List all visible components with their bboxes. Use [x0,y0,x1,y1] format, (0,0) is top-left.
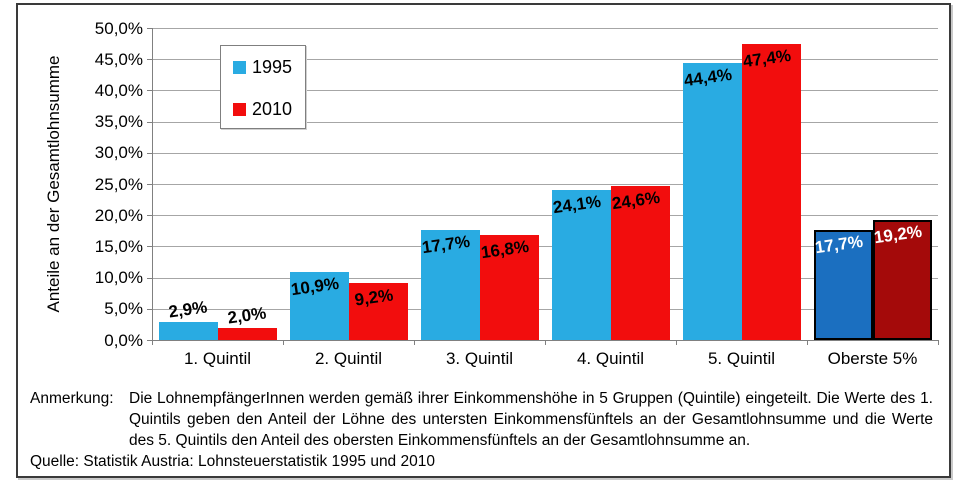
bar-1995 [551,189,611,340]
x-tickmark [545,340,546,345]
legend-item-1995: 1995 [233,57,292,77]
bar-2010 [610,186,670,340]
bar-chart: Anteile an der Gesamtlohnsumme 0,0% 5,0% 1… [18,5,949,476]
gridline [152,121,938,123]
y-tick-label: 40,0% [94,80,143,100]
y-tick-label: 0,0% [104,330,143,350]
y-tick-label: 10,0% [94,268,143,288]
x-tickmark [807,340,808,345]
bar-2010 [741,44,801,340]
y-tick-label: 25,0% [94,174,143,194]
y-tick-label: 50,0% [94,18,143,38]
y-tickmark [147,28,152,29]
legend-swatch-2010 [233,102,246,116]
gridline [152,215,938,217]
legend: 1995 2010 [220,45,306,129]
category-label: 4. Quintil [576,349,645,368]
figure-frame: Anteile an der Gesamtlohnsumme 0,0% 5,0% 1… [16,3,951,478]
y-tickmark [147,215,152,217]
bar-1995 [289,271,349,340]
x-tickmark [938,340,939,345]
anmerkung-label: Anmerkung: [30,390,114,407]
anmerkung-text: Die LohnempfängerInnen werden gemäß ihre… [129,390,933,449]
bar-value-label: 2,0% [226,302,268,328]
y-tick-label: 45,0% [94,49,143,69]
gridline [152,246,938,248]
bar-2010 [479,235,539,340]
legend-label-1995: 1995 [252,57,293,77]
gridline [152,90,938,92]
y-tickmark [147,277,152,279]
y-tick-label: 30,0% [94,143,143,163]
x-tickmark [414,340,415,345]
gridline [152,152,938,154]
source-line: Quelle: Statistik Austria: Lohnsteuersta… [30,453,435,470]
y-tick-label: 20,0% [94,205,143,225]
legend-item-2010: 2010 [233,99,292,119]
category-label: Oberste 5% [827,349,918,368]
bar-1995 [813,229,873,340]
y-tickmark [147,152,152,154]
gridline [152,59,938,61]
legend-swatch-1995 [233,60,246,74]
y-tick-label: 35,0% [94,112,143,132]
bar-1995 [420,229,480,340]
y-tick-label: 5,0% [104,299,143,319]
annotation-block: Anmerkung: Die LohnempfängerInnen werden… [30,388,933,472]
gridline [152,28,938,29]
y-tickmark [147,90,152,92]
y-axis-title: Anteile an der Gesamtlohnsumme [44,55,63,313]
bar-1995 [682,62,742,340]
category-label: 3. Quintil [445,349,514,368]
y-tick-label: 15,0% [94,236,143,256]
bar-1995 [158,321,218,340]
gridline [152,308,938,310]
x-tickmark [152,340,153,345]
bar-2010 [872,220,932,340]
x-tickmark [676,340,677,345]
gridline [152,184,938,185]
y-tickmark [147,59,152,61]
category-label: 5. Quintil [707,349,776,368]
y-tickmark [147,121,152,123]
bar-value-label: 2,9% [167,297,209,322]
y-axis-line [152,28,153,340]
legend-label-2010: 2010 [252,99,293,119]
category-label: 2. Quintil [314,349,383,368]
x-tickmark [283,340,284,345]
gridline [152,277,938,279]
y-tickmark [147,246,152,248]
y-tickmark [147,340,152,341]
bar-2010 [217,327,277,340]
category-label: 1. Quintil [183,349,252,368]
y-tickmark [147,308,152,310]
bar-2010 [348,282,408,340]
anmerkung-row: Anmerkung: Die LohnempfängerInnen werden… [30,388,933,451]
y-tickmark [147,184,152,185]
